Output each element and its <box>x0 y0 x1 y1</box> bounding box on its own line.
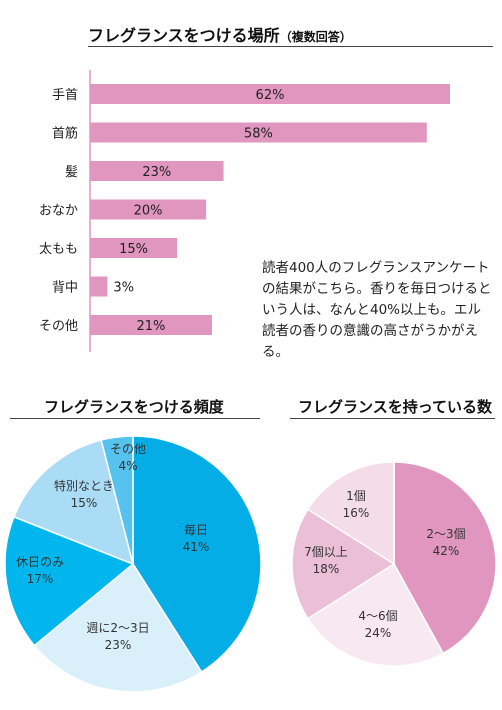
count-pie-slice-4 <box>306 461 395 566</box>
bar-category-label: 太もも <box>39 242 78 257</box>
bar-chart-title: フレグランスをつける場所（複数回答） <box>88 22 352 46</box>
frequency-pie-slice-label: その他 <box>110 442 146 456</box>
bar-5 <box>90 238 178 258</box>
count-chart-title-underline <box>290 418 495 419</box>
bar-1 <box>90 84 450 104</box>
bar-category-label: 手首 <box>52 88 78 103</box>
frequency-chart-title-underline <box>10 418 260 419</box>
bar-value-label: 23% <box>142 165 171 180</box>
bar-value-label: 15% <box>119 242 148 257</box>
count-pie-slice-value: 24% <box>365 626 392 640</box>
bar-category-label: その他 <box>39 319 78 334</box>
frequency-pie-slice-label: 休日のみ <box>16 555 64 569</box>
bar-7 <box>90 315 212 335</box>
bar-value-label: 62% <box>256 88 285 103</box>
bar-3 <box>90 161 224 181</box>
count-pie-slice-label: 7個以上 <box>304 545 348 559</box>
bar-category-label: 髪 <box>65 165 78 180</box>
count-pie-slice-value: 42% <box>433 544 460 558</box>
bar-category-label: 首筋 <box>52 126 78 142</box>
bar-4 <box>90 199 207 220</box>
bar-chart-title-text: フレグランスをつける場所 <box>88 26 280 45</box>
frequency-pie-slice-2 <box>33 562 203 693</box>
count-pie-slice-label: 1個 <box>346 489 366 503</box>
frequency-pie-slice-value: 41% <box>183 540 210 554</box>
bar-category-label: 背中 <box>52 281 78 296</box>
bar-value-label: 21% <box>137 319 166 334</box>
frequency-chart-title: フレグランスをつける頻度 <box>44 398 224 416</box>
bar-value-label: 20% <box>134 204 163 219</box>
bar-value-label: 3% <box>113 281 134 296</box>
count-pie-slice-label: 4〜6個 <box>358 609 397 623</box>
count-pie-slice-2 <box>306 562 445 667</box>
frequency-pie-slice-3 <box>4 515 135 647</box>
count-pie-slice-1 <box>393 461 497 655</box>
frequency-pie-slice-value: 17% <box>27 572 54 586</box>
frequency-pie-slice-value: 4% <box>118 459 137 473</box>
count-pie-slice-label: 2〜3個 <box>426 527 465 541</box>
frequency-pie-slice-5 <box>100 435 134 565</box>
survey-caption: 読者400人のフレグランスアンケートの結果がこちら。香りを毎日つけるという人は、… <box>262 260 492 360</box>
frequency-pie-slice-label: 毎日 <box>184 522 208 537</box>
bar-6 <box>90 276 108 297</box>
bar-value-label: 58% <box>244 127 273 142</box>
count-pie-slice-value: 18% <box>313 562 340 576</box>
frequency-pie-slice-4 <box>13 439 135 566</box>
frequency-pie-slice-value: 15% <box>71 496 98 510</box>
frequency-pie-slice-label: 週に2〜3日 <box>86 621 149 635</box>
bar-chart-title-underline <box>88 46 493 47</box>
frequency-pie-slice-label: 特別なとき <box>54 478 114 493</box>
count-pie-slice-value: 16% <box>343 506 370 520</box>
frequency-pie-slice-value: 23% <box>105 638 132 652</box>
count-chart-title: フレグランスを持っている数 <box>298 398 492 416</box>
bar-chart-title-note: （複数回答） <box>279 30 352 44</box>
count-pie-slice-3 <box>291 508 396 620</box>
bar-2 <box>90 122 427 143</box>
bar-category-label: おなか <box>39 204 78 219</box>
